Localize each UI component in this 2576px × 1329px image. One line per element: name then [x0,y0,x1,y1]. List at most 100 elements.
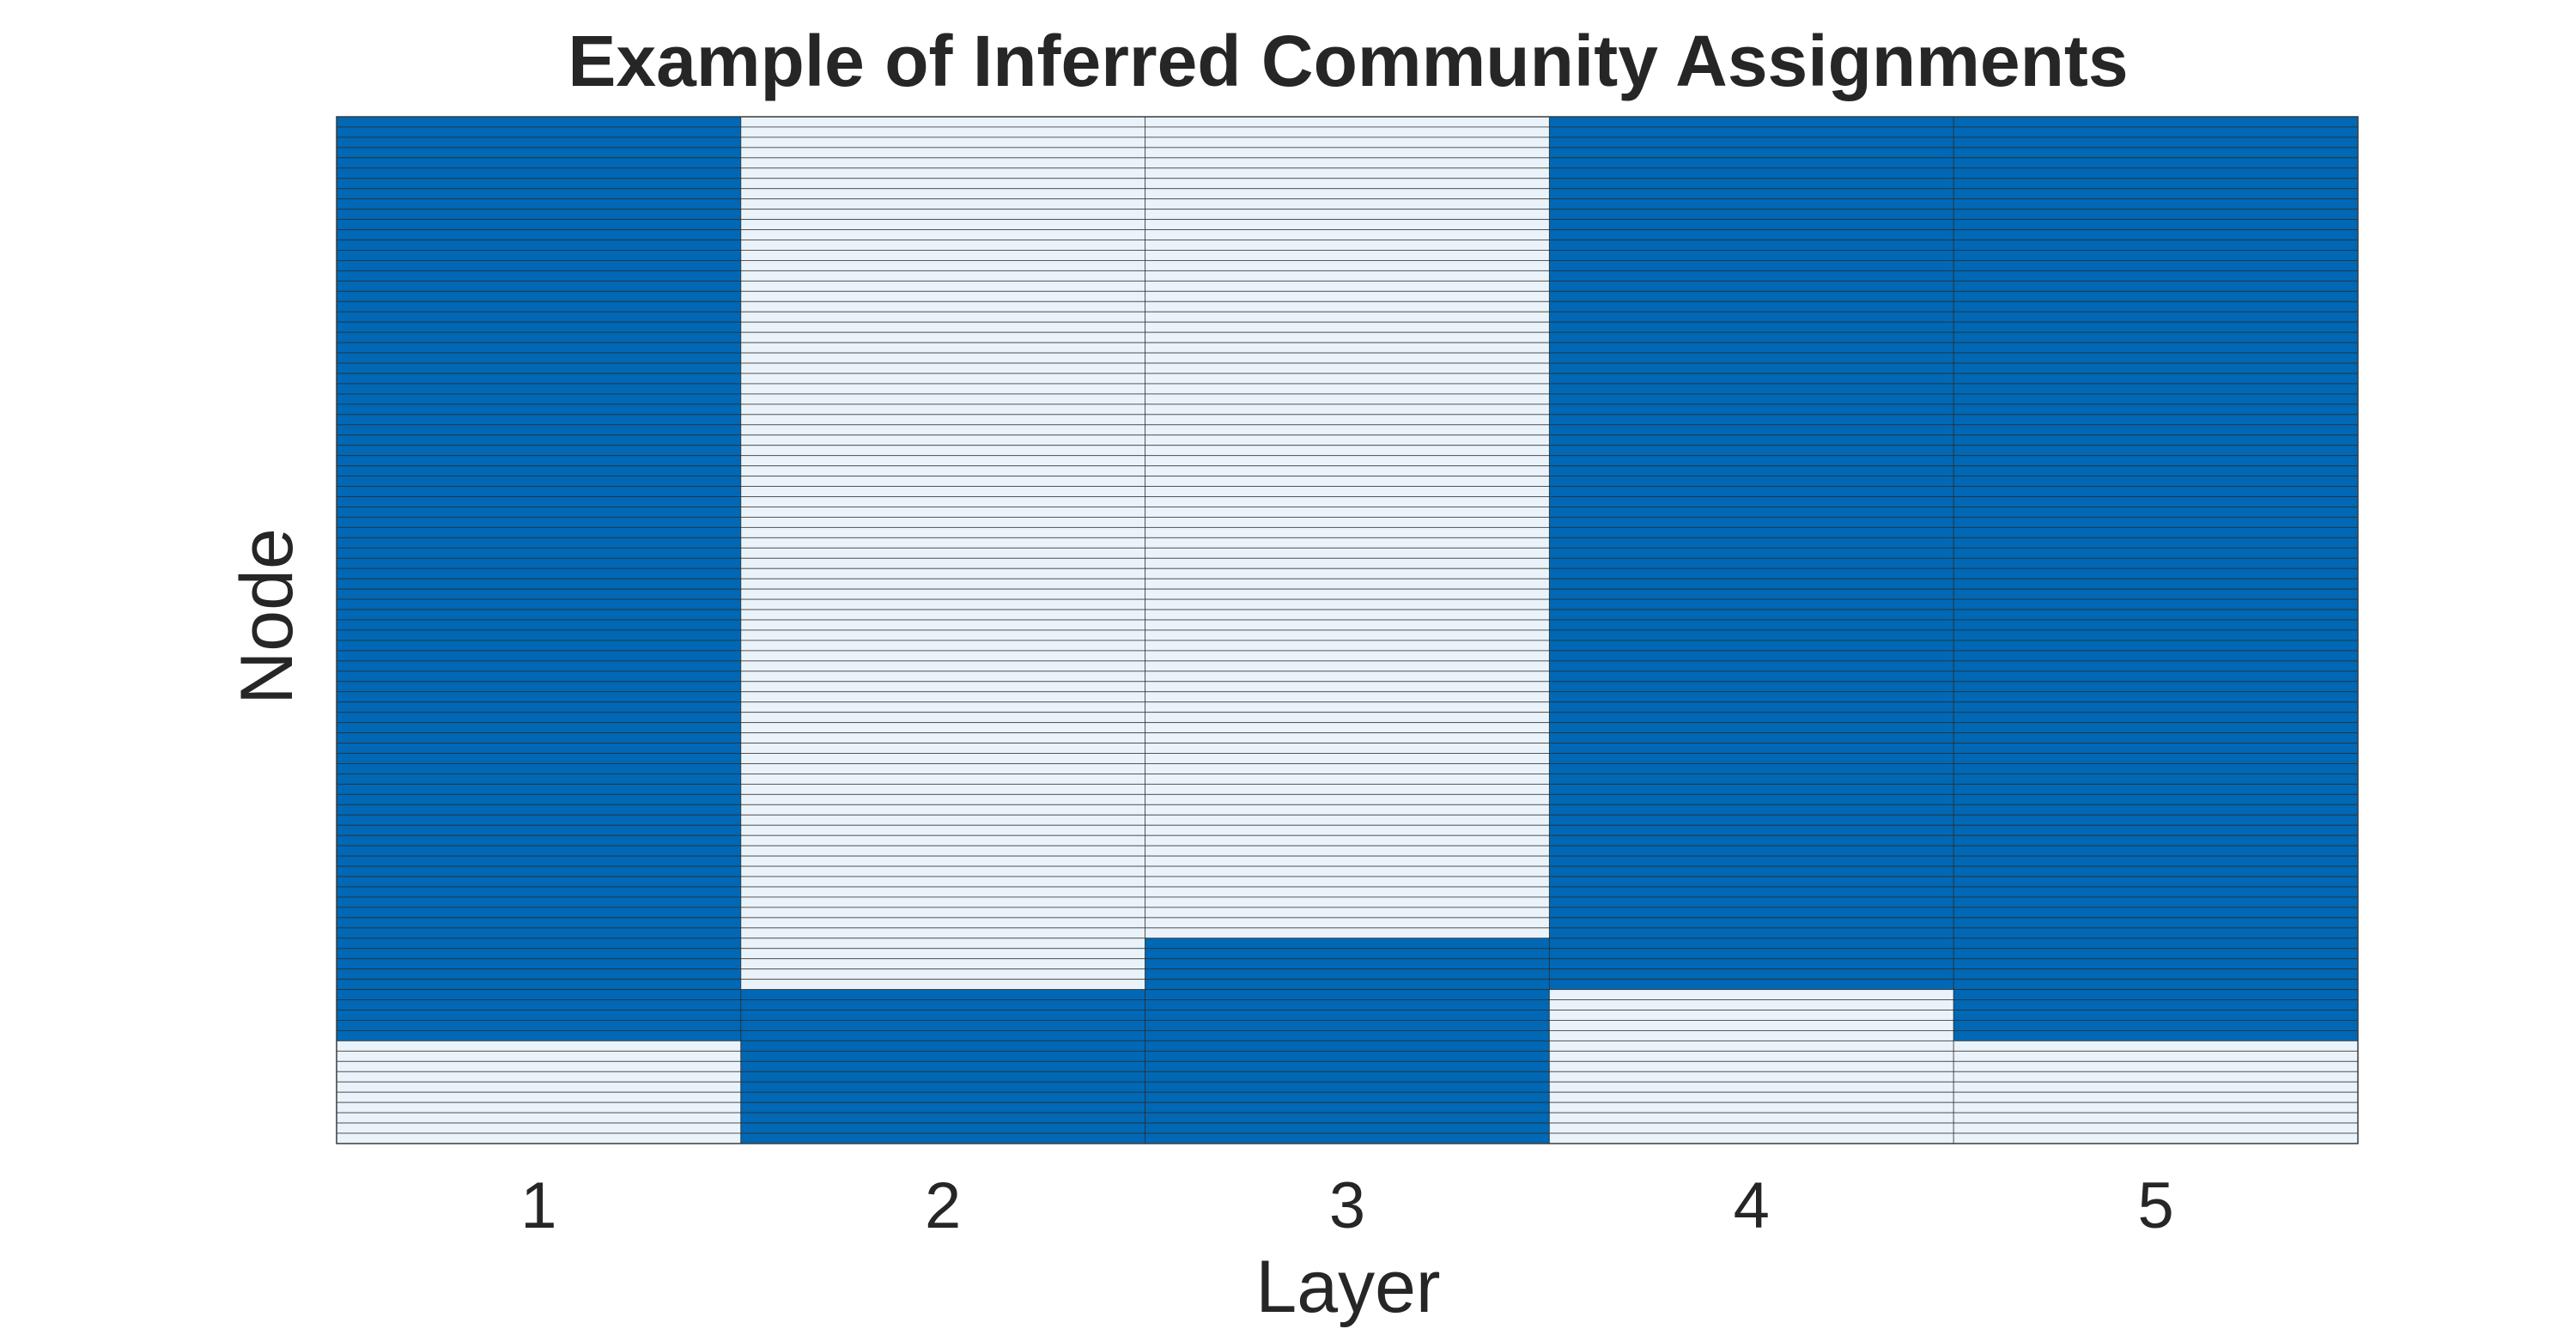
heatmap-cell [1145,116,1550,128]
heatmap-cell [336,886,742,898]
heatmap-cell [1548,116,1954,128]
heatmap-cell [1953,681,2359,693]
heatmap-cell [1953,1122,2359,1134]
heatmap-cell [1145,989,1550,1001]
heatmap-cell [740,362,1146,374]
heatmap-cell [1548,588,1954,600]
heatmap-cell [1145,557,1550,569]
heatmap-cell [740,681,1146,693]
heatmap-cell [1953,219,2359,231]
x-tick-label: 5 [2137,1169,2173,1242]
heatmap-cell [1953,691,2359,703]
heatmap-cell [336,1101,742,1114]
heatmap-cell [740,598,1146,610]
heatmap-cell [740,763,1146,774]
heatmap-cell [1548,1040,1954,1052]
heatmap-cell [1548,567,1954,580]
heatmap-cell [740,793,1146,805]
heatmap-cell [1145,773,1550,785]
heatmap-cell [1953,629,2359,641]
heatmap-cell [1548,804,1954,816]
heatmap-cell [740,240,1146,251]
heatmap-cell [336,824,742,836]
heatmap-cell [336,116,742,128]
heatmap-cell [1953,938,2359,950]
heatmap-cell [336,250,742,261]
heatmap-cell [1145,178,1550,190]
heatmap-cell [336,834,742,847]
heatmap-cell [1145,1060,1550,1072]
heatmap-cell [1953,968,2359,980]
heatmap-cell [740,701,1146,713]
heatmap-cell [336,681,742,693]
heatmap-cell [1145,507,1550,518]
heatmap-cell [336,907,742,919]
heatmap-cell [740,1112,1146,1124]
heatmap-cell [1953,516,2359,528]
heatmap-cell [1145,938,1550,950]
heatmap-cell [1145,783,1550,795]
heatmap-cell [336,968,742,980]
heatmap-cell [1953,157,2359,169]
heatmap-cell [336,865,742,877]
heatmap-cell [336,476,742,488]
heatmap-cell [1145,640,1550,652]
heatmap-cell [740,342,1146,354]
heatmap-cell [740,1029,1146,1041]
heatmap-cell [1145,691,1550,703]
heatmap-cell [1953,896,2359,908]
heatmap-cell [1953,434,2359,446]
heatmap-cell [1548,1010,1954,1021]
heatmap-cell [740,619,1146,631]
heatmap-cell [1953,373,2359,385]
heatmap-cell [1548,834,1954,847]
heatmap-cell [1548,445,1954,457]
heatmap-cell [1145,126,1550,138]
heatmap-cell [740,300,1146,313]
x-tick-label: 1 [520,1169,556,1242]
heatmap-cell [1953,1112,2359,1124]
heatmap-cell [1145,1081,1550,1093]
heatmap-cell [1548,137,1954,149]
heatmap-cell [1953,876,2359,888]
heatmap-cell [740,321,1146,333]
heatmap-cell [740,219,1146,231]
heatmap-cell [336,557,742,569]
heatmap-cell [740,209,1146,221]
heatmap-cell [1953,1050,2359,1062]
heatmap-cell [1548,270,1954,282]
heatmap-cell [740,855,1146,867]
heatmap-cell [1548,917,1954,929]
heatmap-cell [740,814,1146,826]
heatmap-cell [1953,537,2359,549]
heatmap-cell [740,640,1146,652]
heatmap-cell [740,424,1146,436]
heatmap-cell [336,722,742,734]
heatmap-cell [740,1091,1146,1103]
heatmap-cell [1548,927,1954,939]
heatmap-cell [740,927,1146,939]
heatmap-cell [740,958,1146,970]
heatmap-cell [336,373,742,385]
heatmap-cell [336,1060,742,1072]
heatmap-cell [740,445,1146,457]
heatmap-cell [1145,1091,1550,1103]
heatmap-cell [1548,404,1954,416]
heatmap-cell [1548,362,1954,374]
heatmap-cell [1953,424,2359,436]
heatmap-cell [740,147,1146,159]
heatmap-cell [740,999,1146,1010]
heatmap-cell [1548,896,1954,908]
heatmap-cell [336,845,742,857]
heatmap-cell [740,250,1146,261]
heatmap-cell [336,486,742,497]
heatmap-cell [740,650,1146,662]
heatmap-cell [1548,331,1954,343]
heatmap-cell [336,763,742,774]
heatmap-cell [1953,1060,2359,1072]
heatmap-cell [336,948,742,960]
heatmap-cell [740,712,1146,724]
heatmap-cell [740,404,1146,416]
heatmap-cell [1953,465,2359,477]
heatmap-cell [1548,855,1954,867]
